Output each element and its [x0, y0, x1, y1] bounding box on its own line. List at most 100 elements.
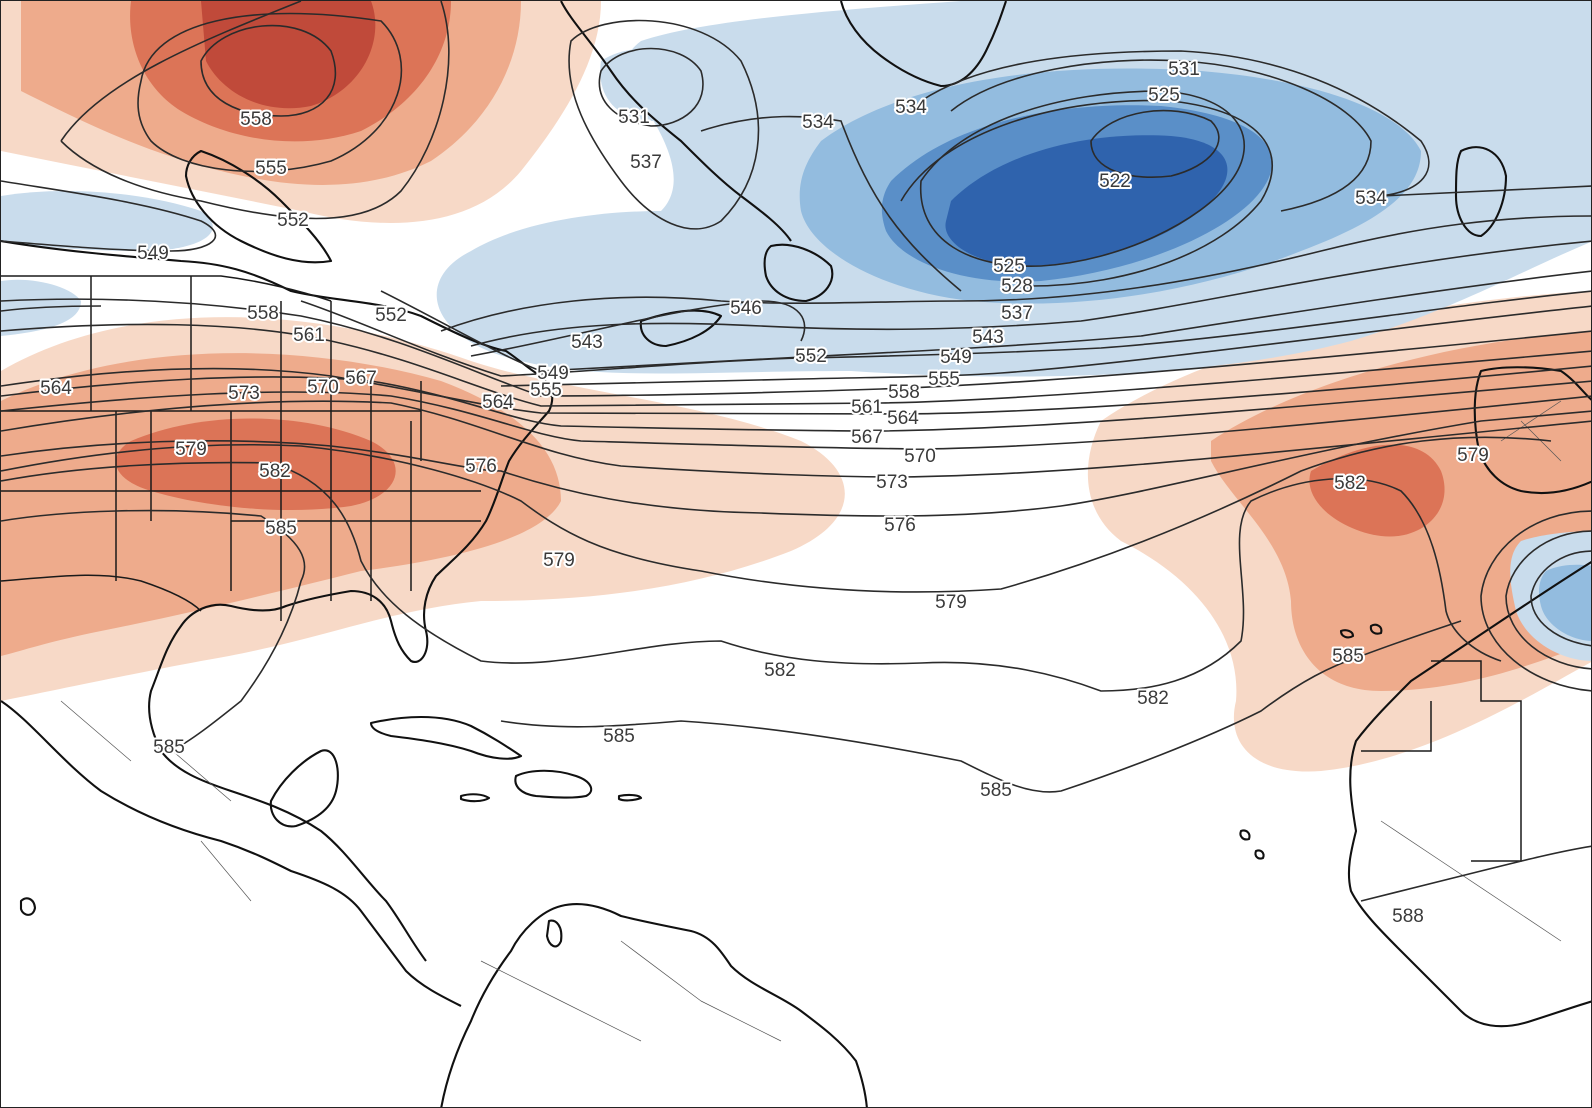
cool-anomaly-light-west: [1, 191, 213, 251]
contour-iberia-low-ring-1: [1530, 550, 1591, 647]
contour-528-low: [900, 99, 1273, 287]
contour-label: 549: [537, 363, 569, 384]
contour-546-mid: [470, 300, 806, 357]
contour-537-baffin: [568, 19, 760, 230]
contour-label: 555: [255, 158, 287, 179]
contour-label: 570: [904, 446, 936, 467]
coastline-greenland: [839, 1, 1007, 88]
coastline-canary-islands: [1339, 623, 1383, 639]
coastline-south-america: [440, 902, 868, 1107]
contour-label: 555: [530, 380, 562, 401]
contour-534-wide: [700, 50, 1591, 292]
contour-558-canada: [200, 24, 337, 117]
contour-label: 570: [307, 377, 339, 398]
contour-label: 546: [730, 298, 762, 319]
contour-585-mid: [1, 509, 1462, 793]
cool-anomaly-deep-north-atlantic: [945, 135, 1228, 266]
contour-label: 582: [1137, 688, 1169, 709]
border-africa-internal: [1361, 660, 1522, 862]
contour-label: 555: [928, 369, 960, 390]
contour-label: 564: [887, 408, 919, 429]
contour-522-low: [1090, 109, 1220, 179]
contour-549-west: [1, 180, 217, 252]
coastline-puerto-rico: [617, 793, 643, 802]
contour-label: 579: [175, 439, 207, 460]
contour-552-mid: [1, 290, 1591, 377]
contour-561-mid: [1, 323, 1591, 407]
contour-531-baffin: [598, 47, 704, 127]
contour-label: 585: [980, 780, 1012, 801]
contour-579-mid: [1, 436, 1552, 593]
border-us-canada: [1, 275, 332, 302]
contour-label: 537: [1001, 303, 1033, 324]
contour-label: 558: [240, 109, 272, 130]
contour-label: 573: [228, 383, 260, 404]
contour-576-mid: [1, 410, 1591, 517]
contour-label: 522: [1099, 171, 1131, 192]
contour-label: 534: [1355, 188, 1387, 209]
contour-label: 582: [1334, 473, 1366, 494]
contour-570-mid: [1, 391, 1591, 450]
coastline-iberia: [1473, 366, 1591, 494]
us-state-borders: [1, 276, 481, 621]
contour-label: 576: [884, 515, 916, 536]
contour-label: 567: [345, 368, 377, 389]
contour-label: 552: [375, 305, 407, 326]
contour-label: 525: [993, 256, 1025, 277]
cool-anomaly-baffin: [600, 48, 704, 121]
coastline-hispaniola: [514, 769, 593, 799]
contour-iberia-low-ring-2: [1505, 530, 1591, 670]
contour-label: 537: [630, 152, 662, 173]
warm-anomaly-strong-east-atlantic: [1309, 444, 1445, 537]
subnational-borders: [60, 400, 1562, 1042]
contour-label: 573: [876, 472, 908, 493]
contour-552-canada: [60, 1, 450, 220]
coastline-cape-verde: [1239, 829, 1265, 860]
contour-label: 582: [259, 461, 291, 482]
contour-531-north: [950, 59, 1372, 212]
contour-label: 585: [265, 518, 297, 539]
contour-555-mid: [500, 305, 1591, 387]
contour-label: 576: [465, 456, 497, 477]
contour-label: 552: [277, 210, 309, 231]
contour-label: 579: [1457, 445, 1489, 466]
contour-582-mid: [1, 461, 1502, 692]
contour-label: 564: [482, 392, 514, 413]
contour-label: 564: [40, 378, 72, 399]
contour-label: 582: [764, 660, 796, 681]
height-contours: [1, 1, 1591, 902]
contour-label: 579: [543, 550, 575, 571]
coastline-british-isles: [1454, 146, 1508, 238]
contour-label: 588: [1392, 906, 1424, 927]
coastline-yucatan: [269, 749, 339, 828]
contour-label: 585: [603, 726, 635, 747]
contour-573-mid: [1, 400, 1591, 478]
contour-label: 579: [935, 592, 967, 613]
coastline-north-america: [1, 239, 554, 962]
contour-label: 561: [851, 397, 883, 418]
political-borders: [1, 275, 1562, 1042]
coastline-jamaica: [459, 793, 491, 803]
negative-anomaly-shading: [1, 1, 1591, 661]
contour-555-canada: [137, 12, 403, 173]
coastline-central-america-pacific: [1, 700, 462, 1007]
contour-label: 561: [293, 325, 325, 346]
contour-label: 531: [1168, 59, 1200, 80]
cool-anomaly-mid-iberia-low: [1538, 564, 1591, 641]
contour-label: 585: [153, 737, 185, 758]
contour-label: 549: [137, 243, 169, 264]
coastline-bermuda: [19, 897, 37, 916]
contour-525-low: [920, 90, 1246, 267]
contour-labels: 558 555 552 549 531 537 534 534 531 525 …: [38, 57, 1491, 929]
contour-label: 549: [940, 347, 972, 368]
contour-label: 534: [895, 97, 927, 118]
coastline-lake-maracaibo: [545, 919, 563, 948]
warm-anomaly-deep-canada: [201, 1, 376, 109]
coastline-baffin: [560, 1, 792, 242]
contour-549-mid: [380, 270, 1591, 372]
contour-564-mid: [1, 365, 1591, 415]
contour-label: 528: [1001, 276, 1033, 297]
